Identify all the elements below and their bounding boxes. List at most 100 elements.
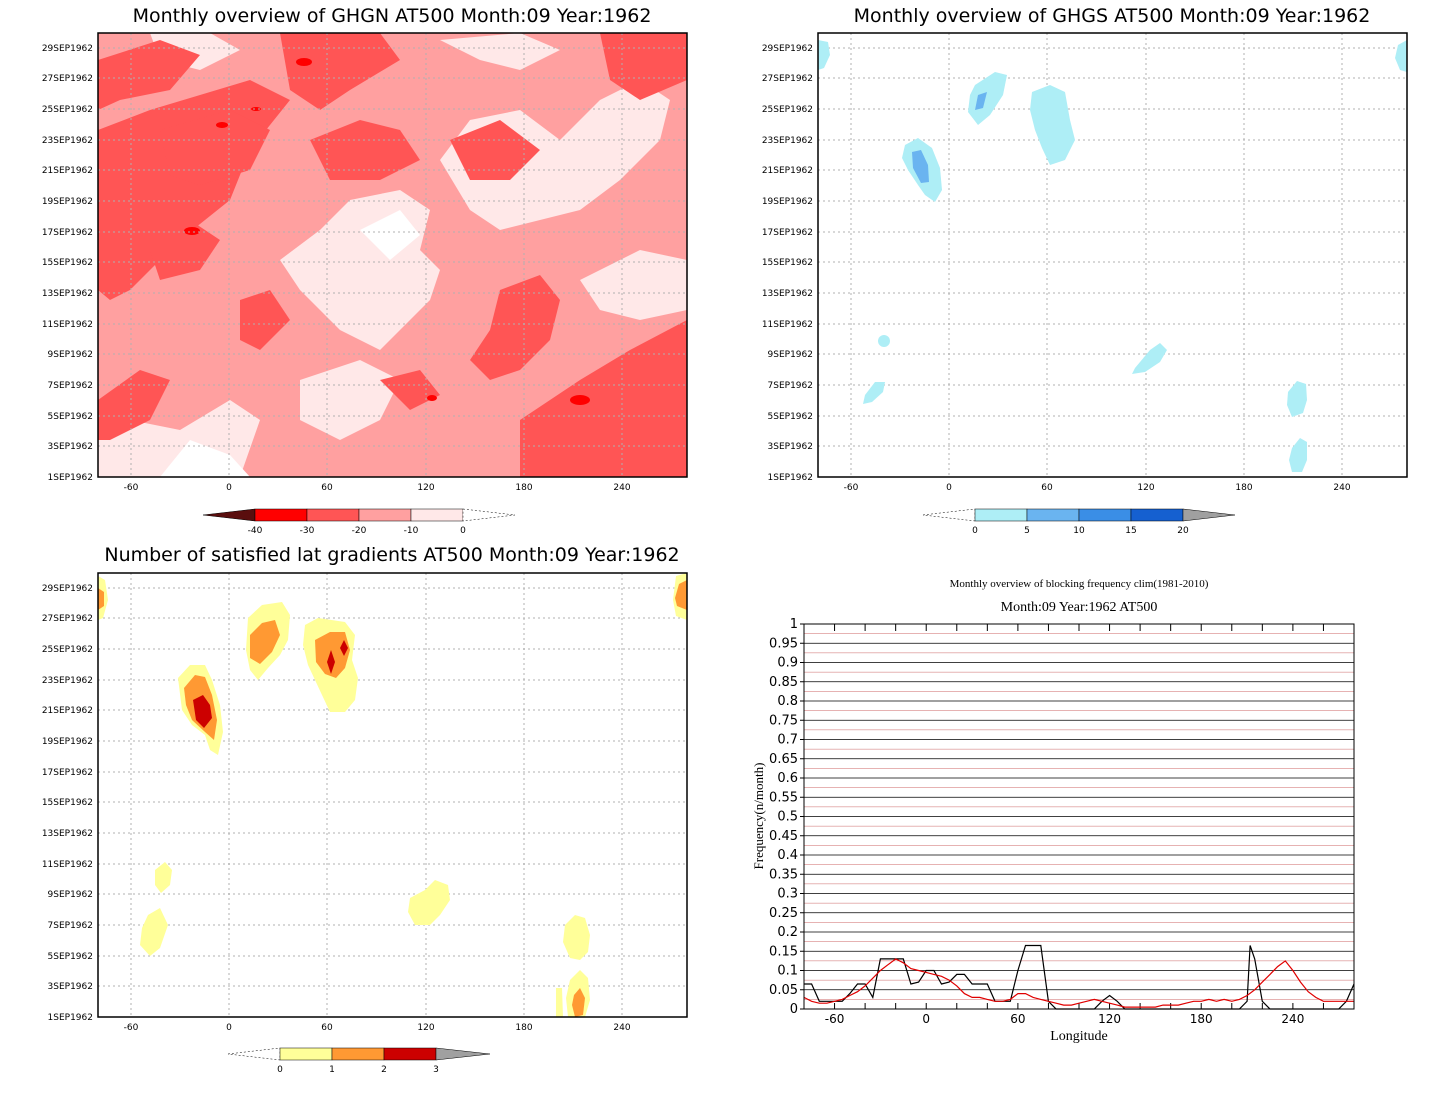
y-tick-label: 1 (790, 617, 798, 632)
x-tick-label: 240 (1281, 1012, 1304, 1026)
ghgs-blob (1132, 343, 1167, 374)
blocking-y-axis: 0 0.05 0.1 0.15 0.2 0.25 0.3 0.35 0.4 0.45 0.5 0.55… (769, 617, 804, 1017)
blocking-subtitle: Month:09 Year:1962 AT500 (1001, 600, 1158, 615)
date-tick: 1SEP1962 (768, 473, 813, 483)
ghgn-lon-axis: -60 0 60 120 180 240 (124, 483, 631, 493)
date-tick: 7SEP1962 (768, 381, 813, 391)
y-tick-label: 0.15 (769, 944, 798, 959)
date-tick: 19SEP1962 (42, 737, 93, 747)
lat-gradients-grid (98, 573, 687, 1017)
date-tick: 13SEP1962 (762, 289, 813, 299)
y-tick-label: 0.75 (769, 713, 798, 728)
ghgs-date-axis: 1SEP1962 3SEP1962 5SEP1962 7SEP1962 9SEP… (762, 44, 813, 483)
lon-tick: 0 (946, 483, 952, 493)
series-line-climatology (803, 958, 1354, 1008)
colorbar-label: -10 (404, 526, 419, 536)
colorbar-label: 3 (433, 1065, 439, 1075)
y-tick-label: 0.25 (769, 906, 798, 921)
x-tick-label: 120 (1098, 1012, 1121, 1026)
gradient-blob (340, 640, 348, 656)
date-tick: 23SEP1962 (42, 676, 93, 686)
blocking-chart: Monthly overview of blocking frequency c… (751, 578, 1355, 1044)
date-tick: 29SEP1962 (762, 44, 813, 54)
ghgs-blob (1030, 85, 1075, 165)
blocking-title: Monthly overview of blocking frequency c… (950, 578, 1209, 590)
date-tick: 21SEP1962 (42, 706, 93, 716)
lat-gradients-panel: Number of satisfied lat gradients AT500 … (0, 540, 720, 1091)
y-tick-label: 0.9 (777, 656, 798, 671)
gradient-blob (556, 988, 563, 1017)
x-tick-label: 180 (1190, 1012, 1213, 1026)
lon-tick: 240 (1333, 483, 1350, 493)
gradient-blob (98, 588, 104, 610)
colorbar-label: -20 (352, 526, 367, 536)
ghgs-field (818, 40, 1407, 472)
ghgn-frame (97, 32, 688, 478)
date-tick: 21SEP1962 (762, 166, 813, 176)
date-tick: 5SEP1962 (768, 412, 813, 422)
ghgs-blob (1287, 381, 1307, 417)
ghgn-colorbar: -40 -30 -20 -10 0 (202, 508, 516, 536)
ghgs-chart: Monthly overview of GHGS AT500 Month:09 … (762, 5, 1408, 536)
lon-tick: 0 (226, 483, 232, 493)
y-tick-label: 0.6 (777, 771, 798, 786)
lon-tick: 60 (1041, 483, 1053, 493)
date-tick: 11SEP1962 (42, 860, 93, 870)
date-tick: 27SEP1962 (42, 614, 93, 624)
date-tick: 7SEP1962 (48, 381, 93, 391)
date-tick: 9SEP1962 (768, 350, 813, 360)
lon-tick: 240 (613, 483, 630, 493)
ghgs-title: Monthly overview of GHGS AT500 Month:09 … (854, 5, 1371, 27)
ghgs-colorbar: 0 5 10 15 20 (922, 508, 1236, 536)
ghgs-blob (1289, 438, 1307, 472)
date-tick: 9SEP1962 (48, 350, 93, 360)
lon-tick: 0 (226, 1023, 232, 1033)
gradient-blob (193, 695, 212, 728)
date-tick: 1SEP1962 (48, 473, 93, 483)
ghgs-lon-axis: -60 0 60 120 180 240 (844, 483, 1351, 493)
lat-gradients-date-axis: 1SEP1962 3SEP1962 5SEP1962 7SEP1962 9SEP… (42, 584, 93, 1023)
ghgn-title: Monthly overview of GHGN AT500 Month:09 … (133, 5, 652, 27)
gradient-blob (563, 915, 590, 960)
colorbar-label: 0 (972, 526, 978, 536)
date-tick: 27SEP1962 (42, 74, 93, 84)
lon-tick: 120 (417, 483, 434, 493)
colorbar-label: 10 (1073, 526, 1085, 536)
date-tick: 5SEP1962 (48, 952, 93, 962)
date-tick: 27SEP1962 (762, 74, 813, 84)
lat-gradients-lon-axis: -60 0 60 120 180 240 (124, 1023, 631, 1033)
lon-tick: 180 (515, 483, 532, 493)
lon-tick: 120 (417, 1023, 434, 1033)
lon-tick: 180 (515, 1023, 532, 1033)
blocking-gridlines (804, 623, 1354, 1010)
date-tick: 17SEP1962 (762, 228, 813, 238)
ghgs-blob (912, 150, 929, 183)
lon-tick: -60 (124, 483, 139, 493)
lon-tick: 120 (1137, 483, 1154, 493)
date-tick: 11SEP1962 (42, 320, 93, 330)
date-tick: 3SEP1962 (768, 442, 813, 452)
ghgn-panel: Monthly overview of GHGN AT500 Month:09 … (0, 0, 720, 545)
ghgs-grid (818, 33, 1407, 477)
gradient-blob (250, 620, 280, 664)
blocking-ylabel: Frequency(n/month) (751, 763, 766, 870)
ghgs-frame (817, 32, 1408, 478)
date-tick: 23SEP1962 (762, 136, 813, 146)
colorbar-label: 0 (460, 526, 466, 536)
date-tick: 29SEP1962 (42, 44, 93, 54)
ghgn-grid (98, 33, 687, 477)
date-tick: 23SEP1962 (42, 136, 93, 146)
date-tick: 3SEP1962 (48, 442, 93, 452)
y-tick-label: 0.65 (769, 752, 798, 767)
blocking-xlabel: Longitude (1050, 1029, 1108, 1044)
date-tick: 17SEP1962 (42, 228, 93, 238)
date-tick: 25SEP1962 (42, 645, 93, 655)
colorbar-label: 0 (277, 1065, 283, 1075)
y-tick-label: 0.05 (769, 983, 798, 998)
lon-tick: 180 (1235, 483, 1252, 493)
ghgs-panel: Monthly overview of GHGS AT500 Month:09 … (720, 0, 1440, 545)
date-tick: 17SEP1962 (42, 768, 93, 778)
date-tick: 9SEP1962 (48, 890, 93, 900)
lon-tick: -60 (124, 1023, 139, 1033)
colorbar-label: -30 (300, 526, 315, 536)
